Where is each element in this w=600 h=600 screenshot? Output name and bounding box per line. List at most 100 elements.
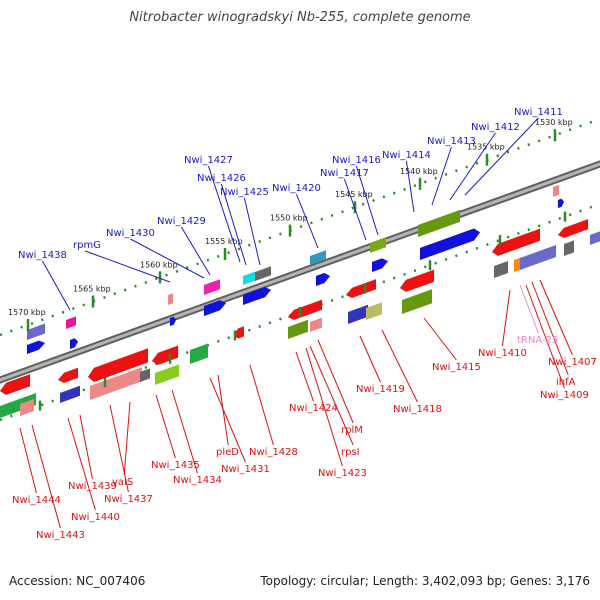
lower-gene-label[interactable]: Nwi_1431 [221,464,270,475]
leader-line [431,146,452,206]
upper-gene-label[interactable]: Nwi_1427 [184,155,233,166]
scale-tick-label: 1565 kbp [73,285,111,294]
gene-band [310,250,326,265]
leader-line [155,394,176,459]
lower-gene-label[interactable]: Nwi_1443 [36,530,85,541]
lower-gene-label[interactable]: Nwi_1444 [12,495,61,506]
gene-arrow [151,345,179,366]
upper-gene-label[interactable]: Nwi_1413 [427,136,476,147]
gene-band [243,271,255,285]
leader-line [305,347,343,467]
scale-tick-label: 1540 kbp [400,167,438,176]
leader-line [449,132,496,201]
upper-gene-label[interactable]: Nwi_1414 [382,150,431,161]
lower-gene-label[interactable]: Nwi_1434 [173,475,222,486]
gene-band [20,398,34,416]
lower-gene-label[interactable]: Nwi_1415 [432,362,481,373]
upper-gene-label[interactable]: Nwi_1430 [106,228,155,239]
leader-line [464,117,539,196]
rna-gene-label[interactable]: tRNA-25 [517,335,558,346]
gene-arrow [315,272,331,287]
upper-scale-line [0,117,600,337]
gene-band [204,279,220,295]
leader-line [171,389,198,474]
leader-line [180,226,211,276]
lower-gene-label[interactable]: Nwi_1418 [393,404,442,415]
leader-line [123,401,131,476]
gene-arrow [345,278,377,299]
gene-band [520,245,556,270]
leader-line [109,404,129,493]
lower-gene-label[interactable]: Nwi_1410 [478,348,527,359]
gene-arrow [557,218,589,239]
upper-gene-label[interactable]: Nwi_1426 [197,173,246,184]
lower-gene-label[interactable]: ihfA [556,377,576,388]
scale-tick-label: 1570 kbp [8,308,46,317]
leader-line [343,178,367,241]
upper-gene-label[interactable]: Nwi_1412 [471,122,520,133]
scale-tick-label: 1545 kbp [335,190,373,199]
leader-line [209,377,246,463]
lower-gene-label[interactable]: Nwi_1419 [356,384,405,395]
leader-line [19,427,37,494]
gene-band [553,184,559,197]
gene-band [190,343,208,364]
gene-band [155,364,179,385]
genome-summary: Topology: circular; Length: 3,402,093 bp… [260,574,590,588]
lower-gene-label[interactable]: Nwi_1423 [318,468,367,479]
gene-band [90,367,142,400]
gene-band [370,237,386,253]
gene-band [168,293,173,305]
gene-band [402,289,432,314]
upper-gene-label[interactable]: Nwi_1425 [220,187,269,198]
upper-gene-label[interactable]: Nwi_1438 [18,250,67,261]
upper-gene-label[interactable]: Nwi_1417 [320,168,369,179]
lower-gene-label[interactable]: rplM [341,425,363,436]
gene-arrow [57,367,79,384]
lower-gene-label[interactable]: Nwi_1437 [104,494,153,505]
lower-gene-label[interactable]: Nwi_1407 [548,357,597,368]
upper-gene-label[interactable]: rpmG [73,240,101,251]
lower-gene-label[interactable]: Nwi_1439 [68,481,117,492]
gene-band [0,393,36,418]
scale-tick-label: 1550 kbp [270,214,308,223]
genome-backbone [0,160,600,384]
lower-gene-label[interactable]: Nwi_1440 [71,512,120,523]
lower-gene-label[interactable]: Nwi_1435 [151,460,200,471]
leader-line [243,197,261,266]
lower-gene-label[interactable]: Nwi_1424 [289,403,338,414]
lower-gene-label[interactable]: rpsI [341,447,360,458]
lower-gene-label[interactable]: pleD [216,447,239,458]
leader-line [531,281,569,376]
gene-arrow [26,340,46,355]
gene-band [494,260,508,278]
leader-line [405,160,415,213]
leader-line [539,279,573,356]
leader-line [423,317,457,361]
upper-gene-label[interactable]: Nwi_1416 [332,155,381,166]
upper-gene-label[interactable]: Nwi_1429 [157,216,206,227]
label-leader-lines [19,117,573,529]
gene-band [310,317,322,332]
leader-line [381,329,418,403]
leader-line [519,284,539,334]
leader-line [359,335,381,383]
gene-band [564,240,574,256]
gene-arrow [371,258,389,273]
gene-band [60,385,80,403]
leader-line [31,424,61,529]
upper-gene-label[interactable]: Nwi_1420 [272,183,321,194]
leader-line [79,414,93,480]
accession-label: Accession: NC_007406 [9,574,146,588]
gene-band [255,266,271,281]
lower-gene-label[interactable]: valS [112,477,133,488]
upper-gene-label[interactable]: Nwi_1411 [514,107,563,118]
lower-gene-label[interactable]: Nwi_1428 [249,447,298,458]
backbone-core [0,162,600,382]
lower-gene-label[interactable]: Nwi_1409 [540,390,589,401]
gene-arrow [0,373,31,396]
gene-arrow [419,228,481,261]
gene-band [66,316,76,329]
